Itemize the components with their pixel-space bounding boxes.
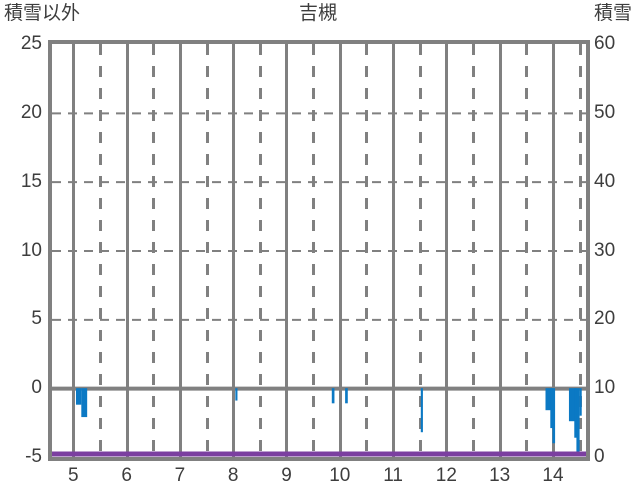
x-axis-tick-label: 9 xyxy=(281,465,292,486)
x-axis-tick-label: 12 xyxy=(435,465,457,486)
y-axis-right-tick-label: 60 xyxy=(594,33,616,54)
right-axis-title: 積雪 xyxy=(593,3,632,24)
y-axis-left-tick-label: 5 xyxy=(31,308,42,330)
left-axis-title: 積雪以外 xyxy=(4,3,81,24)
x-axis-tick-label: 11 xyxy=(383,465,403,486)
y-axis-right-tick-label: 0 xyxy=(594,446,605,467)
x-axis-tick-label: 6 xyxy=(121,465,132,486)
y-axis-right-tick-label: 40 xyxy=(594,170,616,192)
y-axis-left-tick-label: -5 xyxy=(25,446,42,467)
plot-area xyxy=(48,40,590,461)
x-axis-tick-label: 10 xyxy=(329,465,351,486)
y-axis-left-tick-label: 25 xyxy=(20,33,42,54)
y-axis-right-tick-label: 50 xyxy=(594,101,616,123)
y-axis-right-tick-label: 20 xyxy=(594,308,616,330)
y-axis-left-tick-label: 15 xyxy=(20,170,42,192)
x-axis-tick-label: 13 xyxy=(489,465,511,486)
x-axis-tick-label: 14 xyxy=(542,465,564,486)
plot-inner xyxy=(52,44,586,457)
y-axis-left-tick-label: 0 xyxy=(31,377,42,399)
chart-title: 吉槻 xyxy=(298,3,337,24)
x-axis-tick-label: 5 xyxy=(68,465,79,486)
y-axis-right-tick-label: 30 xyxy=(594,239,616,261)
x-axis-tick-label: 7 xyxy=(174,465,186,486)
y-axis-left-tick-label: 20 xyxy=(20,101,42,123)
data-marks xyxy=(52,388,586,457)
y-axis-left-tick-label: 10 xyxy=(20,239,42,261)
y-axis-right-tick-label: 10 xyxy=(594,377,616,399)
x-axis-tick-label: 8 xyxy=(227,465,239,486)
